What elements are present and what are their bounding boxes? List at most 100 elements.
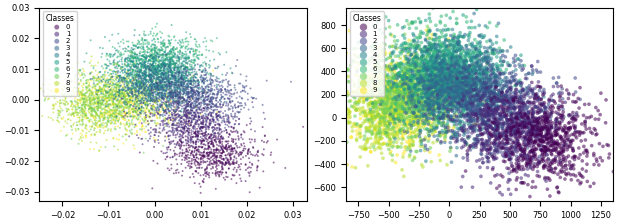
5 bbox=[139, 87, 149, 91]
6 bbox=[128, 61, 138, 65]
4 bbox=[441, 89, 451, 93]
7 bbox=[111, 106, 121, 110]
7 bbox=[422, 24, 432, 28]
4 bbox=[425, 76, 435, 79]
8 bbox=[32, 106, 41, 110]
0 bbox=[187, 133, 197, 136]
8 bbox=[368, 132, 378, 135]
7 bbox=[85, 89, 95, 92]
1 bbox=[517, 155, 527, 159]
5 bbox=[436, 71, 446, 74]
3 bbox=[159, 72, 169, 76]
4 bbox=[123, 88, 133, 91]
2 bbox=[212, 96, 222, 99]
1 bbox=[457, 129, 467, 132]
9 bbox=[413, 84, 423, 88]
2 bbox=[484, 103, 494, 107]
9 bbox=[103, 96, 112, 100]
1 bbox=[488, 127, 497, 130]
1 bbox=[188, 114, 198, 117]
2 bbox=[528, 121, 538, 125]
8 bbox=[88, 93, 98, 97]
7 bbox=[364, 84, 374, 87]
5 bbox=[457, 81, 467, 85]
7 bbox=[119, 97, 129, 101]
3 bbox=[464, 123, 474, 127]
8 bbox=[51, 102, 61, 106]
2 bbox=[522, 90, 532, 94]
5 bbox=[460, 55, 470, 58]
3 bbox=[429, 78, 439, 81]
4 bbox=[159, 88, 169, 92]
6 bbox=[188, 49, 198, 52]
7 bbox=[95, 102, 105, 105]
8 bbox=[368, 102, 378, 105]
9 bbox=[407, 124, 417, 127]
8 bbox=[68, 89, 78, 93]
9 bbox=[126, 100, 136, 104]
9 bbox=[373, 140, 383, 143]
9 bbox=[389, 114, 399, 118]
6 bbox=[425, 104, 435, 107]
4 bbox=[155, 83, 165, 86]
1 bbox=[166, 102, 176, 106]
3 bbox=[156, 86, 166, 89]
3 bbox=[466, 63, 476, 67]
9 bbox=[81, 134, 91, 138]
2 bbox=[179, 118, 188, 122]
2 bbox=[207, 95, 217, 99]
7 bbox=[114, 86, 124, 89]
9 bbox=[391, 79, 401, 83]
4 bbox=[461, 71, 471, 74]
2 bbox=[222, 123, 232, 127]
0 bbox=[528, 125, 538, 128]
0 bbox=[211, 157, 221, 161]
8 bbox=[393, 102, 403, 106]
3 bbox=[86, 71, 96, 75]
1 bbox=[205, 122, 215, 126]
1 bbox=[171, 116, 181, 119]
4 bbox=[157, 95, 167, 99]
2 bbox=[187, 105, 197, 109]
2 bbox=[199, 90, 209, 94]
6 bbox=[390, 121, 400, 125]
0 bbox=[196, 157, 206, 161]
8 bbox=[146, 97, 156, 101]
2 bbox=[193, 106, 203, 109]
5 bbox=[474, 59, 484, 62]
3 bbox=[451, 84, 461, 88]
0 bbox=[507, 126, 517, 130]
0 bbox=[565, 126, 575, 129]
1 bbox=[201, 130, 211, 134]
5 bbox=[430, 66, 440, 69]
2 bbox=[179, 101, 189, 105]
4 bbox=[140, 82, 150, 85]
8 bbox=[400, 123, 410, 126]
4 bbox=[489, 91, 499, 94]
1 bbox=[164, 138, 174, 141]
5 bbox=[110, 66, 120, 69]
2 bbox=[211, 96, 221, 100]
3 bbox=[478, 118, 488, 121]
4 bbox=[484, 56, 494, 59]
9 bbox=[128, 88, 138, 92]
1 bbox=[156, 113, 166, 117]
8 bbox=[64, 117, 74, 121]
5 bbox=[400, 122, 410, 125]
3 bbox=[170, 90, 180, 94]
5 bbox=[108, 72, 118, 75]
7 bbox=[119, 108, 129, 112]
5 bbox=[175, 82, 185, 86]
7 bbox=[140, 119, 150, 123]
5 bbox=[439, 83, 449, 86]
8 bbox=[144, 102, 154, 106]
4 bbox=[454, 101, 464, 105]
6 bbox=[120, 50, 130, 53]
7 bbox=[110, 93, 120, 97]
1 bbox=[189, 111, 199, 114]
6 bbox=[164, 53, 174, 56]
1 bbox=[188, 130, 198, 133]
3 bbox=[131, 89, 141, 93]
2 bbox=[184, 108, 193, 112]
4 bbox=[491, 105, 501, 108]
